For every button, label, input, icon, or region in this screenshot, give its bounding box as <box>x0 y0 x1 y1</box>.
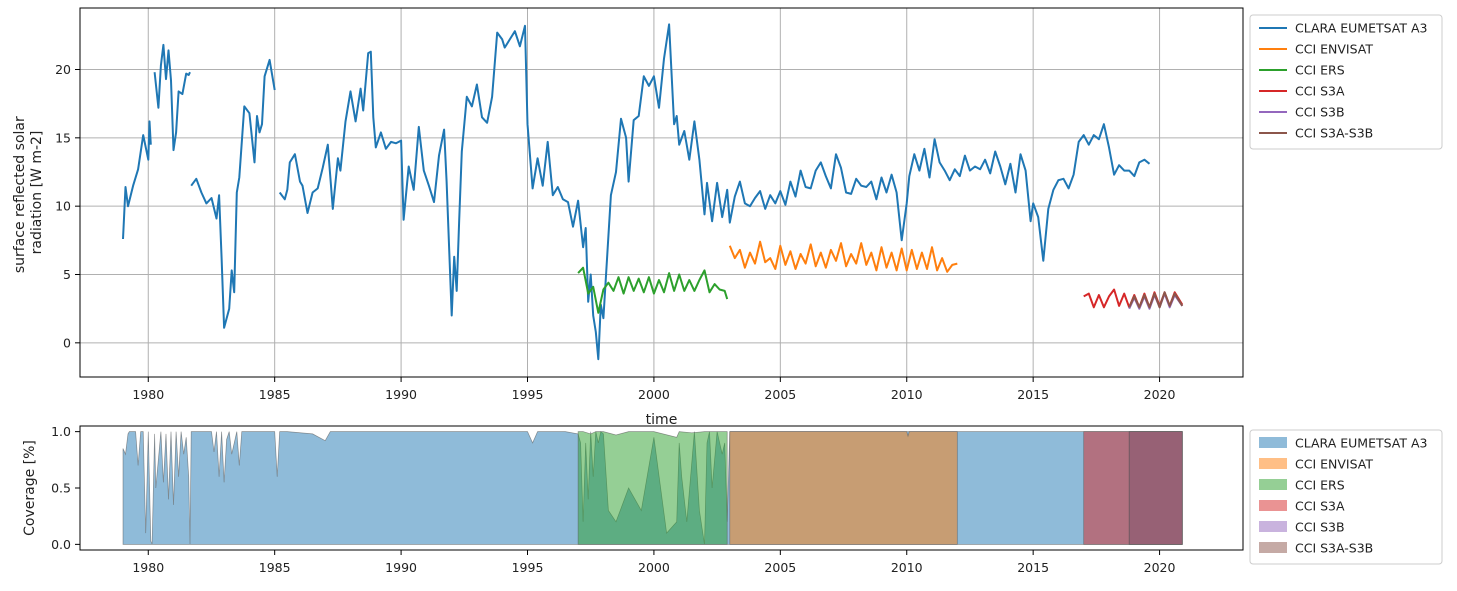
top-y-tick-label: 5 <box>63 267 71 282</box>
series-line-clara-eumetsat-a3 <box>122 120 152 240</box>
bottom-x-tick-label: 2015 <box>1017 560 1049 575</box>
bottom-x-tick-label: 2020 <box>1144 560 1176 575</box>
bottom-y-axis-label: Coverage [%] <box>22 440 38 536</box>
top-x-tick-label: 2010 <box>891 387 923 402</box>
bottom-x-tick-label: 1985 <box>259 560 291 575</box>
top-series-lines <box>122 23 1184 361</box>
coverage-area-cci-s3a-s3b <box>1128 431 1183 545</box>
series-line-cci-s3a-s3b <box>1128 291 1184 309</box>
legend-label: CCI S3B <box>1295 520 1345 535</box>
top-grid <box>80 8 1243 377</box>
bottom-x-tick-label: 1990 <box>385 560 417 575</box>
legend-box <box>1249 14 1443 150</box>
coverage-area-cci-envisat <box>729 431 958 545</box>
top-x-tick-label: 2020 <box>1144 387 1176 402</box>
top-y-axis-label: surface reflected solar radiation [W m-2… <box>12 112 45 273</box>
series-line-cci-envisat <box>728 240 958 273</box>
legend-label: CCI S3A-S3B <box>1295 541 1373 556</box>
legend-patch-swatch <box>1259 437 1287 448</box>
coverage-areas <box>122 430 1183 545</box>
top-x-tick-label: 2015 <box>1017 387 1049 402</box>
top-legend: CLARA EUMETSAT A3 CCI ENVISAT CCI ERS CCI S… <box>1249 14 1443 150</box>
top-y-tick-label: 0 <box>63 335 71 350</box>
radiation-timeseries-chart: 1980 1985 1990 1995 2000 2005 2010 2015 20200510… <box>12 7 1443 428</box>
top-x-tick-label: 1995 <box>512 387 544 402</box>
legend-label: CCI S3B <box>1295 105 1345 120</box>
top-x-axis-label: time <box>646 412 678 428</box>
legend-label: CCI ERS <box>1295 478 1345 493</box>
legend-label: CCI ENVISAT <box>1295 457 1373 472</box>
series-line-cci-ers <box>577 266 729 314</box>
legend-label: CLARA EUMETSAT A3 <box>1295 21 1427 36</box>
legend-patch-swatch <box>1259 458 1287 469</box>
series-line-clara-eumetsat-a3 <box>278 23 1151 361</box>
bottom-x-tick-label: 2000 <box>638 560 670 575</box>
series-line-clara-eumetsat-a3 <box>190 58 276 329</box>
bottom-legend: CLARA EUMETSAT A3 CCI ENVISAT CCI ERS CCI S… <box>1249 429 1443 565</box>
bottom-x-tick-label: 1980 <box>132 560 164 575</box>
bottom-x-tick-label: 2010 <box>891 560 923 575</box>
legend-label: CCI ENVISAT <box>1295 42 1373 57</box>
top-y-axis-label-line-1: surface reflected solar <box>12 116 28 273</box>
coverage-area-cci-ers <box>577 431 728 545</box>
coverage-area-chart: 1980 1985 1990 1995 2000 2005 2010 2015 2020 0.0 0… <box>22 424 1443 575</box>
top-x-tick-label: 2000 <box>638 387 670 402</box>
legend-patch-swatch <box>1259 479 1287 490</box>
top-y-axis-label-line-2: radiation [W m-2] <box>29 131 45 255</box>
series-line-clara-eumetsat-a3 <box>153 43 191 152</box>
bottom-y-tick-label: 0.5 <box>51 481 71 496</box>
bottom-ticks: 1980 1985 1990 1995 2000 2005 2010 2015 2020 0.0 0… <box>51 424 1175 575</box>
legend-patch-swatch <box>1259 500 1287 511</box>
top-x-tick-label: 2005 <box>764 387 796 402</box>
top-axes-frame <box>79 7 1244 378</box>
bottom-y-tick-label: 0.0 <box>51 537 71 552</box>
bottom-y-tick-label: 1.0 <box>51 424 71 439</box>
top-x-tick-label: 1985 <box>259 387 291 402</box>
top-y-tick-label: 10 <box>55 199 71 214</box>
legend-patch-swatch <box>1259 542 1287 553</box>
bottom-x-tick-label: 1995 <box>512 560 544 575</box>
legend-label: CCI S3A-S3B <box>1295 126 1373 141</box>
top-y-tick-label: 20 <box>55 62 71 77</box>
legend-patch-swatch <box>1259 521 1287 532</box>
legend-label: CCI S3A <box>1295 499 1345 514</box>
top-ticks: 1980 1985 1990 1995 2000 2005 2010 2015 20200510… <box>55 62 1175 402</box>
legend-box <box>1249 429 1443 565</box>
top-y-tick-label: 15 <box>55 130 71 145</box>
legend-label: CCI ERS <box>1295 63 1345 78</box>
bottom-x-tick-label: 2005 <box>764 560 796 575</box>
top-x-tick-label: 1990 <box>385 387 417 402</box>
legend-label: CLARA EUMETSAT A3 <box>1295 436 1427 451</box>
legend-label: CCI S3A <box>1295 84 1345 99</box>
top-x-tick-label: 1980 <box>132 387 164 402</box>
